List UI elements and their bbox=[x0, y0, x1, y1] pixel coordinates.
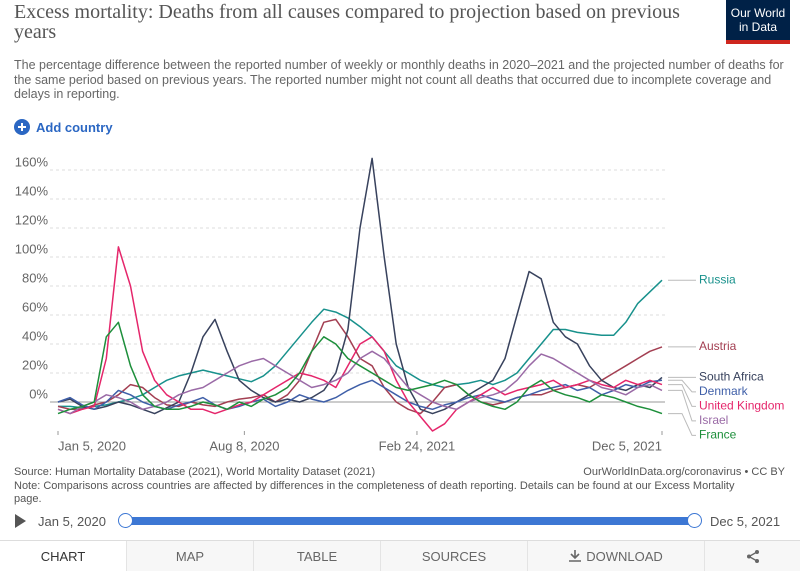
play-button[interactable] bbox=[15, 514, 27, 533]
x-tick-label: Jan 5, 2020 bbox=[58, 438, 126, 453]
y-tick-label: 80% bbox=[22, 270, 48, 285]
x-tick-label: Dec 5, 2021 bbox=[592, 438, 662, 453]
tab[interactable]: DOWNLOAD bbox=[528, 541, 705, 571]
timeline-handle[interactable] bbox=[687, 513, 702, 528]
add-country-label: Add country bbox=[36, 119, 113, 135]
y-tick-label: 40% bbox=[22, 328, 48, 343]
legend-leader bbox=[668, 389, 696, 422]
legend-label: France bbox=[699, 428, 737, 442]
tab-label: DOWNLOAD bbox=[586, 548, 663, 564]
timeline-end: Dec 5, 2021 bbox=[710, 514, 781, 529]
tab[interactable]: MAP bbox=[127, 541, 254, 571]
legend-leader bbox=[668, 379, 696, 393]
y-tick-label: 0% bbox=[29, 386, 48, 401]
legend-label: Austria bbox=[699, 339, 737, 353]
series-line bbox=[57, 379, 663, 411]
tab[interactable]: SOURCES bbox=[381, 541, 528, 571]
chart-subtitle: The percentage difference between the re… bbox=[14, 58, 784, 101]
tab[interactable]: TABLE bbox=[254, 541, 381, 571]
chart-title: Excess mortality: Deaths from all causes… bbox=[14, 1, 680, 43]
legend-leader bbox=[668, 413, 696, 436]
add-icon bbox=[14, 119, 30, 135]
series-line bbox=[57, 321, 663, 415]
timeline-start: Jan 5, 2020 bbox=[38, 514, 106, 529]
add-country-button[interactable]: Add country bbox=[14, 119, 113, 135]
y-tick-label: 140% bbox=[15, 183, 49, 198]
series-line bbox=[57, 246, 663, 432]
note: Note: Comparisons across countries are a… bbox=[14, 480, 735, 505]
timeline-handle[interactable] bbox=[118, 513, 133, 528]
y-tick-label: 20% bbox=[22, 357, 48, 372]
x-tick-label: Feb 24, 2021 bbox=[379, 438, 456, 453]
license[interactable]: OurWorldInData.org/coronavirus • CC BY bbox=[583, 466, 785, 478]
legend-label: South Africa bbox=[699, 370, 764, 384]
y-tick-label: 100% bbox=[15, 241, 49, 256]
legend-label: Denmark bbox=[699, 384, 749, 398]
source: Source: Human Mortality Database (2021),… bbox=[14, 466, 376, 478]
series-line bbox=[57, 157, 663, 415]
x-tick-label: Aug 8, 2020 bbox=[209, 438, 279, 453]
y-tick-label: 120% bbox=[15, 212, 49, 227]
legend-label: Russia bbox=[699, 272, 736, 286]
logo[interactable]: Our World in Data bbox=[726, 0, 790, 44]
y-tick-label: 160% bbox=[15, 154, 49, 169]
series-line bbox=[57, 350, 663, 415]
tab-bar: CHART MAP TABLE SOURCES DOWNLOAD bbox=[0, 540, 800, 571]
timeline-track[interactable] bbox=[126, 517, 694, 525]
legend-label: United Kingdom bbox=[699, 399, 784, 413]
legend-leader bbox=[668, 384, 696, 407]
legend-label: Israel bbox=[699, 413, 728, 427]
tab[interactable]: CHART bbox=[0, 541, 127, 571]
share-button[interactable] bbox=[705, 541, 800, 571]
y-tick-label: 60% bbox=[22, 299, 48, 314]
